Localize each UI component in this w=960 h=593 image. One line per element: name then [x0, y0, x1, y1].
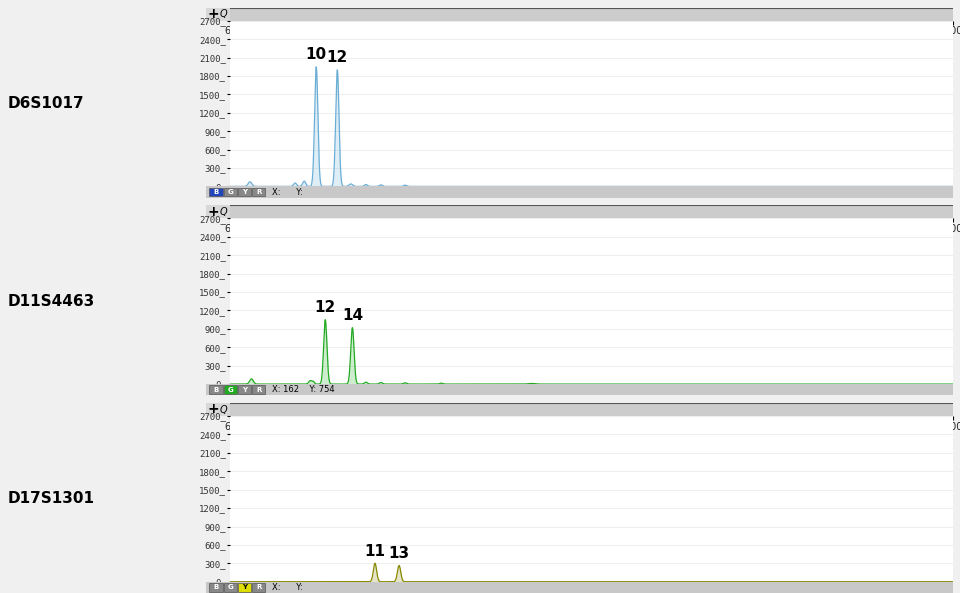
Text: G: G [228, 189, 233, 195]
Text: 11: 11 [365, 544, 386, 559]
Bar [209, 583, 223, 592]
Bar [252, 583, 265, 592]
Text: R: R [256, 584, 261, 591]
Text: X: 162    Y: 754: X: 162 Y: 754 [272, 385, 335, 394]
Text: B: B [213, 189, 219, 195]
Text: D17S1301: D17S1301 [8, 492, 95, 506]
Text: Y: Y [242, 189, 247, 195]
Text: D6S1017: D6S1017 [8, 96, 84, 111]
Text: B: B [213, 584, 219, 591]
Text: 12: 12 [326, 50, 348, 65]
Text: R: R [256, 189, 261, 195]
Bar [238, 583, 252, 592]
Text: 12: 12 [315, 300, 336, 315]
Text: 13: 13 [389, 546, 410, 561]
Text: +: + [207, 7, 219, 21]
Text: Q: Q [220, 404, 228, 415]
Text: Y: Y [242, 584, 247, 591]
Text: B: B [213, 387, 219, 393]
Text: G: G [228, 584, 233, 591]
Text: +: + [207, 205, 219, 219]
Text: X:      Y:: X: Y: [272, 583, 303, 592]
Text: Q: Q [220, 207, 228, 217]
Bar [224, 583, 237, 592]
Bar [209, 188, 223, 196]
Bar [238, 385, 252, 394]
Text: 14: 14 [342, 308, 363, 323]
Text: D11S4463: D11S4463 [8, 294, 95, 309]
Text: 10: 10 [305, 47, 326, 62]
Bar [224, 188, 237, 196]
Bar [252, 385, 265, 394]
Text: Y: Y [242, 387, 247, 393]
Text: Q: Q [220, 9, 228, 19]
Text: +: + [207, 402, 219, 416]
Bar [209, 385, 223, 394]
Text: G: G [228, 387, 233, 393]
Bar [252, 188, 265, 196]
Bar [224, 385, 237, 394]
Text: R: R [256, 387, 261, 393]
Text: X:      Y:: X: Y: [272, 187, 303, 196]
Bar [238, 188, 252, 196]
